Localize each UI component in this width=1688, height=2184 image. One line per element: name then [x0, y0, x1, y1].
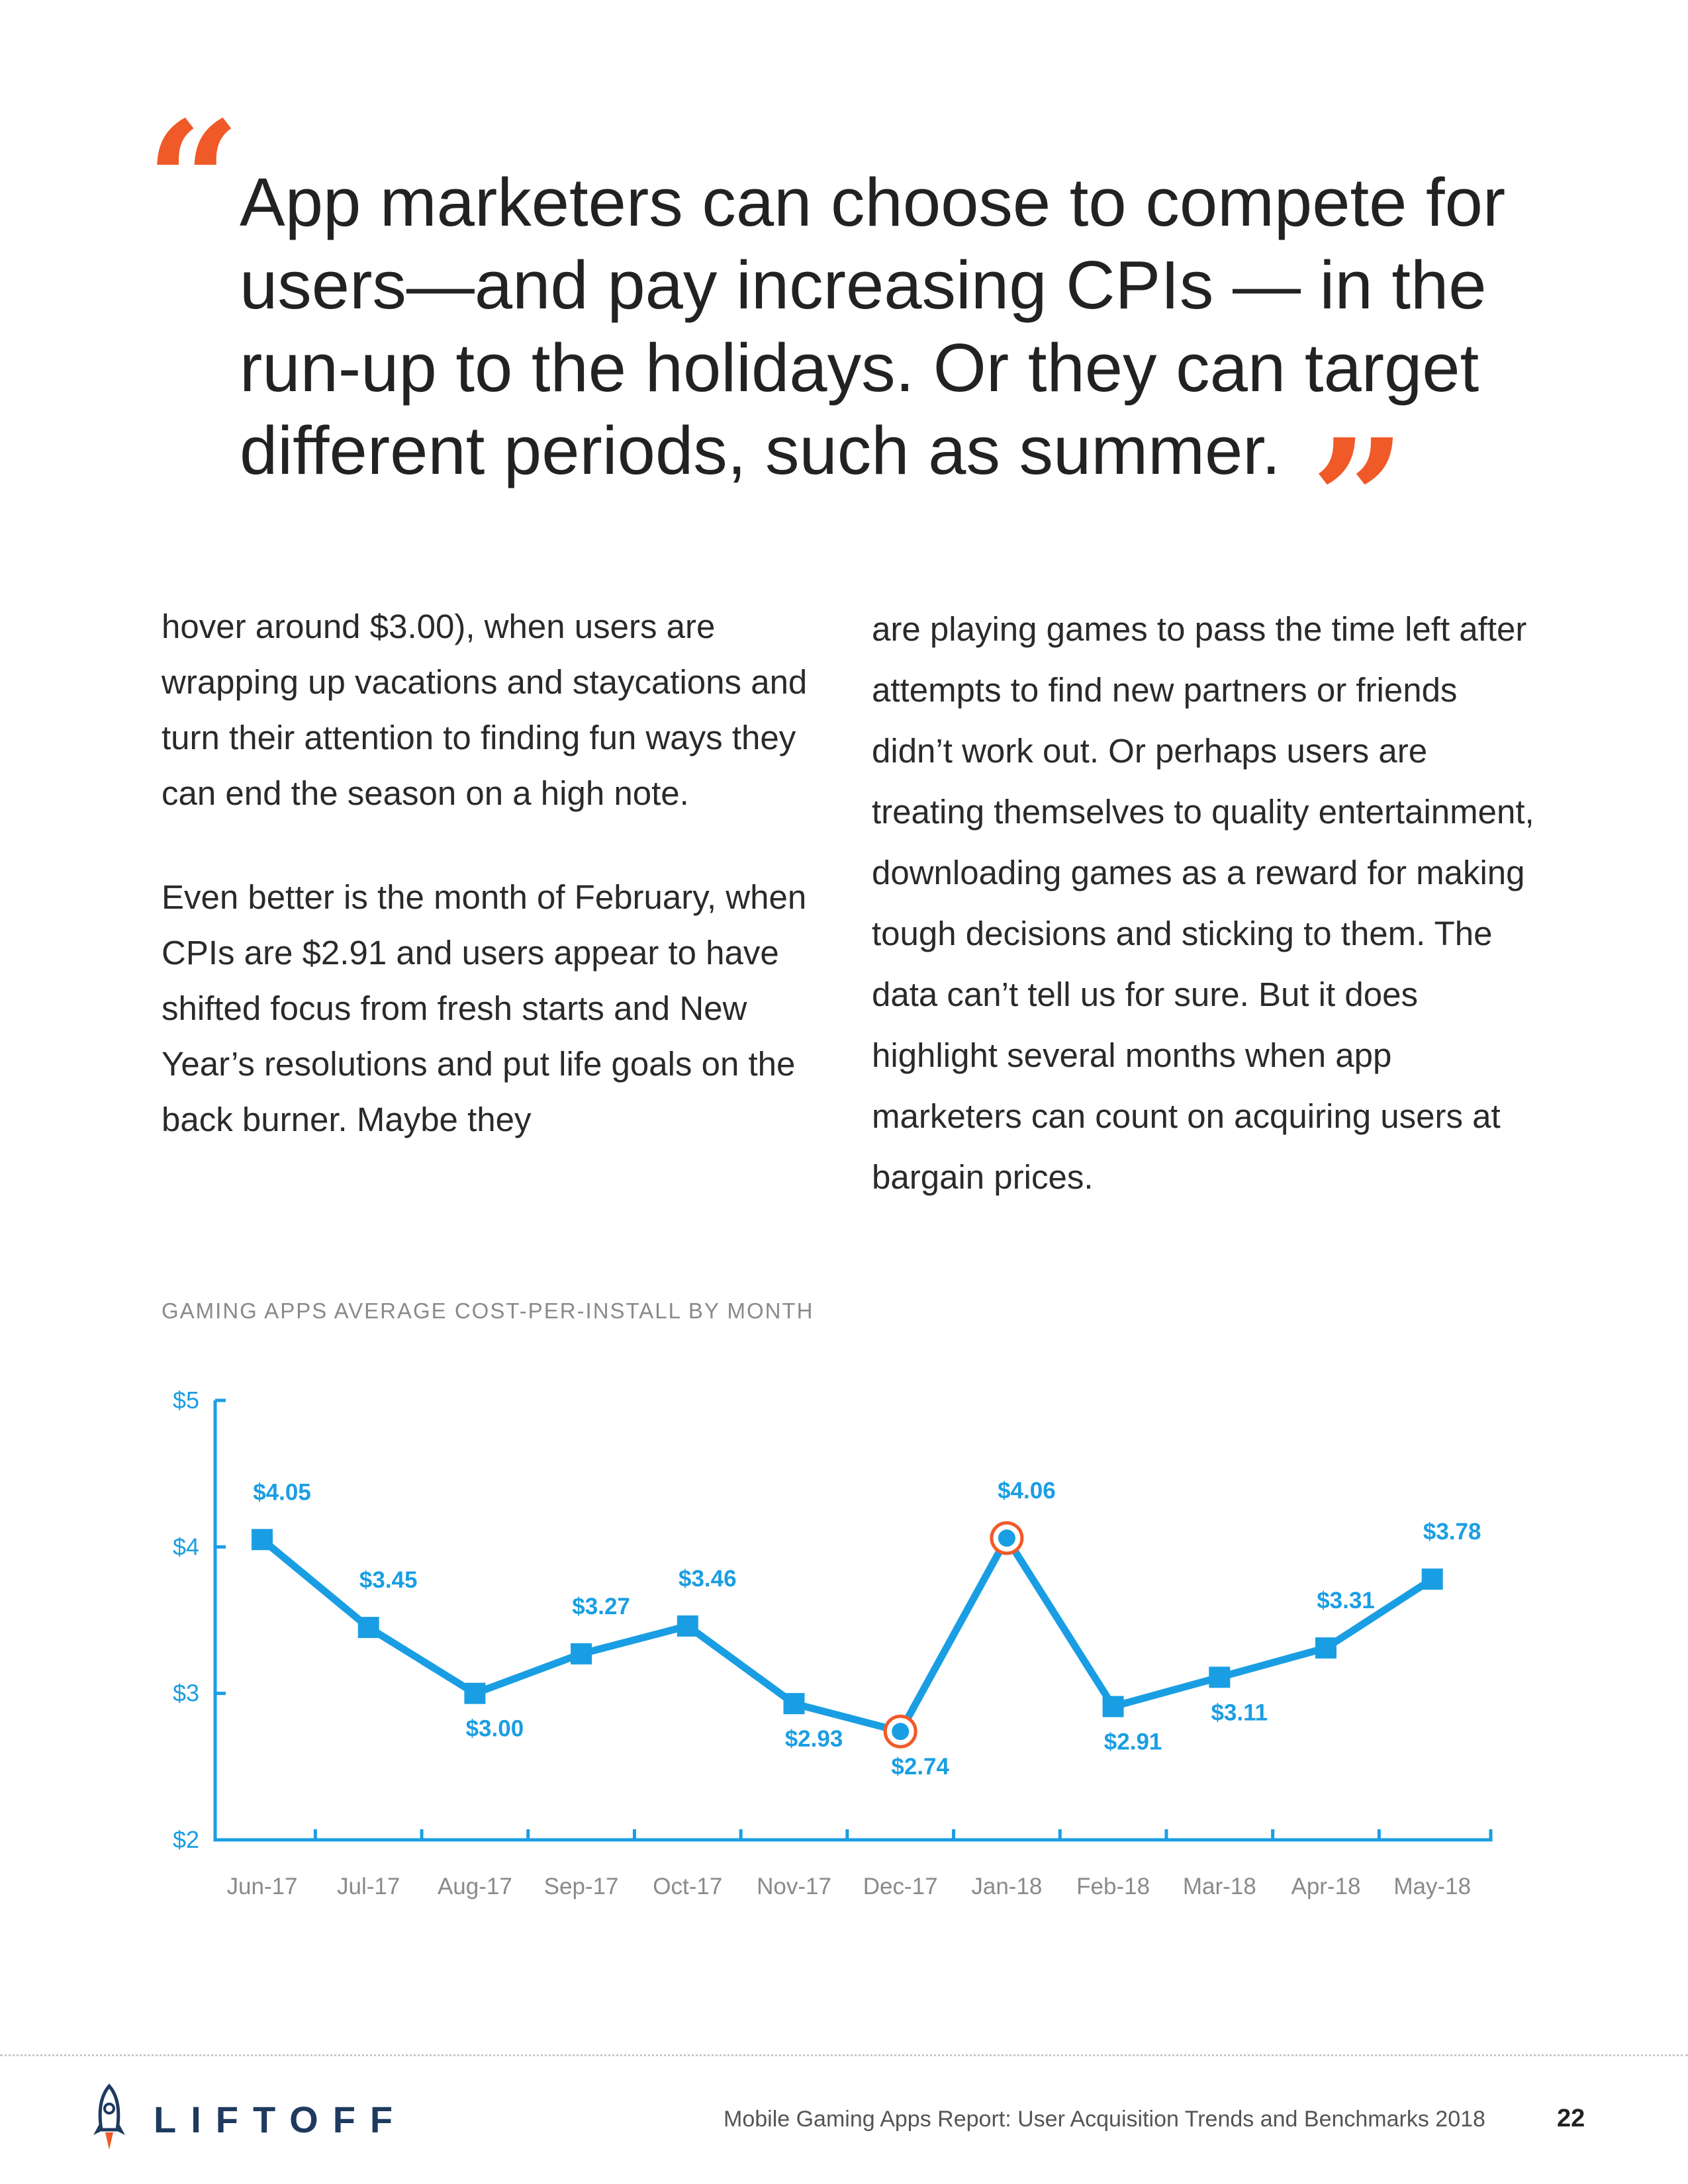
y-tick-label: $2 [173, 1826, 199, 1853]
chart-axes [213, 1400, 1493, 1842]
data-label: $3.27 [572, 1594, 630, 1619]
series-line [259, 1534, 1434, 1735]
data-label: $2.91 [1104, 1729, 1162, 1755]
x-tick-label: Jun-17 [226, 1874, 297, 1899]
logo-wordmark: LIFTOFF [154, 2099, 408, 2140]
cpi-line-chart: $2 $3 $4 $5 Jun-17 Jul-17 Aug-17 Sep-17 Oct-17 No… [173, 1387, 1493, 1899]
data-point [783, 1693, 805, 1715]
paragraph: are playing games to pass the time left … [872, 610, 1534, 1196]
data-point [252, 1529, 273, 1551]
data-point [677, 1615, 698, 1637]
data-label: $3.45 [359, 1567, 418, 1593]
paragraph: Even better is the month of February, wh… [162, 878, 807, 1138]
x-tick-label: Mar-18 [1183, 1874, 1256, 1899]
data-label: $4.06 [998, 1478, 1056, 1504]
x-tick-label: Jan-18 [971, 1874, 1042, 1899]
x-tick-label: Jul-17 [337, 1874, 400, 1899]
x-tick-label: Feb-18 [1076, 1874, 1150, 1899]
data-label: $3.78 [1423, 1519, 1481, 1545]
x-tick-label: Apr-18 [1291, 1874, 1360, 1899]
footer-divider [0, 2054, 1688, 2056]
y-tick-label: $4 [173, 1533, 199, 1560]
data-point [1315, 1637, 1336, 1659]
rocket-icon [93, 2083, 125, 2150]
data-label: $3.31 [1317, 1588, 1375, 1614]
close-quote-mark: ” [1311, 402, 1406, 597]
data-label: $2.93 [785, 1726, 843, 1752]
data-label: $4.05 [253, 1479, 311, 1505]
data-point [1102, 1696, 1124, 1717]
data-point [571, 1643, 592, 1664]
x-tick-label: Dec-17 [863, 1874, 938, 1899]
data-point [357, 1617, 379, 1639]
y-tick-label: $3 [173, 1680, 199, 1707]
body-column-left: hover around $3.00), when users are wrap… [162, 599, 823, 1148]
x-tick-label: Oct-17 [653, 1874, 722, 1899]
data-label: $3.11 [1211, 1700, 1268, 1725]
data-label: $2.74 [891, 1754, 949, 1780]
x-tick-label: May-18 [1393, 1874, 1471, 1899]
paragraph: hover around $3.00), when users are wrap… [162, 608, 808, 812]
body-column-right: are playing games to pass the time left … [872, 599, 1547, 1208]
data-point [892, 1723, 910, 1741]
x-tick-label: Nov-17 [757, 1874, 831, 1899]
page-number: 22 [1557, 2105, 1585, 2132]
data-point [1421, 1569, 1443, 1590]
x-tick-label: Aug-17 [438, 1874, 512, 1899]
y-tick-label: $5 [173, 1387, 199, 1414]
data-point [998, 1529, 1015, 1547]
data-label: $3.46 [679, 1566, 737, 1592]
data-label: $3.00 [466, 1716, 524, 1742]
open-quote-mark: “ [146, 85, 241, 279]
x-tick-label: Sep-17 [544, 1874, 619, 1899]
data-point [464, 1682, 486, 1704]
chart-title: GAMING APPS AVERAGE COST-PER-INSTALL BY … [162, 1298, 814, 1323]
data-point [1209, 1666, 1231, 1688]
report-title: Mobile Gaming Apps Report: User Acquisit… [724, 2107, 1485, 2132]
pull-quote: App marketers can choose to compete for … [240, 164, 1506, 488]
